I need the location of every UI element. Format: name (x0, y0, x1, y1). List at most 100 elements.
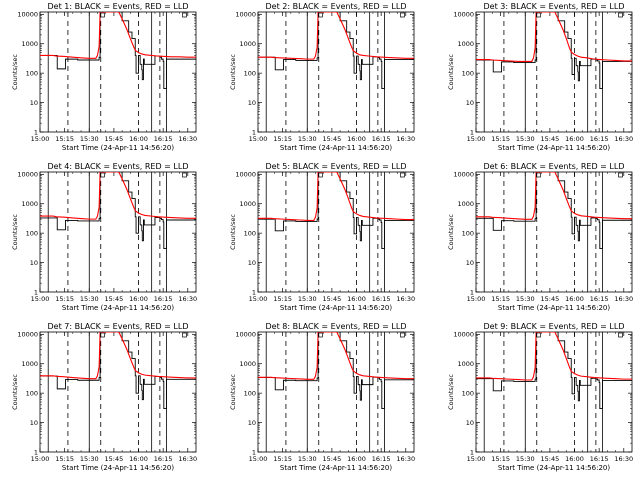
panel-title: Det 8: BLACK = Events, RED = LLD (266, 322, 407, 331)
y-tick-label: 1 (34, 128, 38, 136)
y-axis-label: Counts/sec (229, 54, 237, 90)
x-tick-label: 16:00 (565, 295, 584, 303)
series-events-line (40, 172, 196, 249)
x-axis-label: Start Time (24-Apr-11 14:56:20) (62, 464, 174, 472)
x-tick-label: 15:00 (467, 295, 486, 303)
flag-marker (100, 172, 105, 178)
series-events-line (40, 332, 196, 409)
x-tick-label: 16:30 (178, 455, 197, 463)
x-tick-label: 15:45 (105, 295, 124, 303)
y-tick-label: 1 (252, 448, 256, 456)
series-lld-line (476, 332, 632, 381)
y-tick-label: 1000 (239, 360, 256, 368)
y-tick-label: 1000 (21, 40, 38, 48)
x-axis-label: Start Time (24-Apr-11 14:56:20) (62, 304, 174, 312)
y-axis-label: Counts/sec (11, 214, 19, 250)
y-tick-label: 10 (466, 259, 474, 267)
x-tick-label: 15:00 (31, 295, 50, 303)
panel-title: Det 4: BLACK = Events, RED = LLD (48, 162, 189, 171)
y-tick-label: 100 (244, 69, 256, 77)
x-tick-label: 16:00 (565, 455, 584, 463)
panel-title: Det 5: BLACK = Events, RED = LLD (266, 162, 407, 171)
x-tick-label: 15:30 (516, 135, 535, 143)
x-tick-label: 15:30 (298, 455, 317, 463)
flag-marker (400, 12, 405, 18)
x-tick-label: 16:00 (347, 455, 366, 463)
x-tick-label: 15:15 (55, 455, 74, 463)
y-tick-label: 1000 (457, 360, 474, 368)
y-axis-label: Counts/sec (447, 54, 455, 90)
x-tick-label: 16:15 (372, 455, 391, 463)
x-tick-label: 15:15 (491, 135, 510, 143)
flag-marker (400, 332, 405, 338)
x-tick-label: 16:30 (178, 135, 197, 143)
panel-det-7: Det 7: BLACK = Events, RED = LLD 1 10 100 10… (11, 322, 197, 472)
series-events-line (40, 12, 196, 89)
panel-det-9: Det 9: BLACK = Events, RED = LLD 1 10 100 10… (447, 322, 633, 472)
flag-marker (182, 172, 187, 178)
panel-det-8: Det 8: BLACK = Events, RED = LLD 1 10 100 10… (229, 322, 415, 472)
panel-det-4: Det 4: BLACK = Events, RED = LLD 1 10 100 10… (11, 162, 197, 312)
x-tick-label: 15:45 (323, 135, 342, 143)
flag-marker (536, 172, 541, 178)
series-events-line (476, 172, 632, 249)
x-tick-label: 15:45 (105, 455, 124, 463)
x-tick-label: 15:30 (516, 455, 535, 463)
y-tick-label: 10 (30, 99, 38, 107)
panel-title: Det 2: BLACK = Events, RED = LLD (266, 2, 407, 11)
x-tick-label: 15:15 (55, 135, 74, 143)
x-tick-label: 16:30 (178, 295, 197, 303)
x-tick-label: 15:15 (55, 295, 74, 303)
x-tick-label: 15:15 (491, 295, 510, 303)
series-lld-line (40, 12, 196, 59)
plot-frame (257, 11, 415, 133)
y-tick-label: 10000 (17, 171, 38, 179)
plot-frame (39, 171, 197, 293)
x-axis-label: Start Time (24-Apr-11 14:56:20) (498, 144, 610, 152)
series-lld-line (258, 12, 414, 60)
y-tick-label: 10000 (235, 171, 256, 179)
y-tick-label: 1000 (457, 200, 474, 208)
x-tick-label: 15:00 (249, 295, 268, 303)
flag-marker (618, 332, 623, 338)
y-tick-label: 100 (462, 389, 474, 397)
x-tick-label: 16:00 (347, 135, 366, 143)
flag-marker (182, 12, 187, 18)
x-tick-label: 15:00 (249, 455, 268, 463)
series-lld-line (476, 12, 632, 63)
panel-title: Det 3: BLACK = Events, RED = LLD (484, 2, 625, 11)
series-events-line (258, 12, 414, 89)
x-axis-label: Start Time (24-Apr-11 14:56:20) (280, 464, 392, 472)
x-tick-label: 15:00 (467, 455, 486, 463)
x-tick-label: 15:30 (80, 135, 99, 143)
panel-title: Det 6: BLACK = Events, RED = LLD (484, 162, 625, 171)
x-tick-label: 15:45 (105, 135, 124, 143)
y-axis-label: Counts/sec (11, 54, 19, 90)
x-tick-label: 16:15 (154, 455, 173, 463)
panel-det-1: Det 1: BLACK = Events, RED = LLD 1 10 100 10… (11, 2, 197, 152)
x-tick-label: 16:00 (565, 135, 584, 143)
x-tick-label: 16:15 (154, 295, 173, 303)
y-tick-label: 100 (462, 229, 474, 237)
y-tick-label: 1000 (239, 200, 256, 208)
x-tick-label: 15:15 (273, 135, 292, 143)
y-tick-label: 100 (26, 69, 38, 77)
y-tick-label: 10000 (453, 331, 474, 339)
plot-frame (39, 11, 197, 133)
flag-marker (100, 12, 105, 18)
x-tick-label: 16:15 (154, 135, 173, 143)
x-tick-label: 16:30 (396, 295, 415, 303)
x-tick-label: 16:15 (590, 295, 609, 303)
flag-marker (618, 172, 623, 178)
y-axis-label: Counts/sec (447, 374, 455, 410)
x-axis-label: Start Time (24-Apr-11 14:56:20) (280, 304, 392, 312)
x-axis-label: Start Time (24-Apr-11 14:56:20) (498, 464, 610, 472)
x-tick-label: 16:15 (372, 135, 391, 143)
x-tick-label: 15:45 (541, 295, 560, 303)
x-axis-label: Start Time (24-Apr-11 14:56:20) (280, 144, 392, 152)
x-tick-label: 15:30 (298, 295, 317, 303)
y-tick-label: 1000 (239, 40, 256, 48)
x-tick-label: 15:00 (31, 135, 50, 143)
series-events-line (258, 332, 414, 409)
